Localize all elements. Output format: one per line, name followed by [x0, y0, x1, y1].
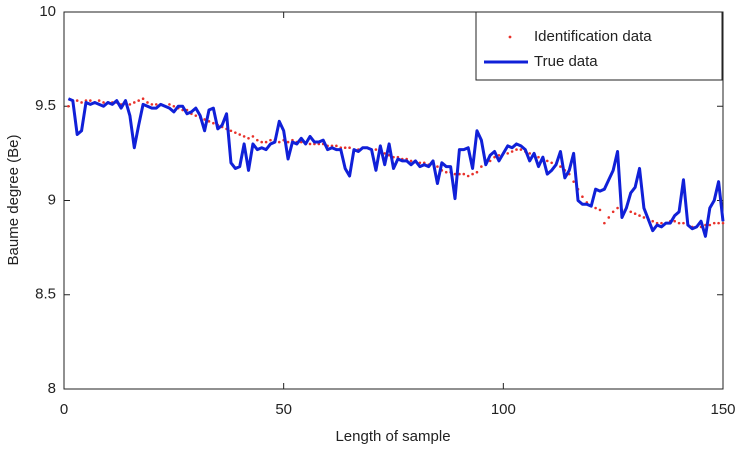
data-point — [80, 101, 83, 104]
x-tick-label: 150 — [710, 401, 735, 418]
data-point — [633, 212, 637, 215]
data-point — [374, 148, 378, 151]
x-tick-label: 100 — [491, 401, 516, 418]
data-point — [172, 104, 176, 108]
y-tick-label: 9 — [48, 191, 56, 208]
data-point — [673, 219, 676, 223]
y-tick-label: 9.5 — [35, 97, 56, 114]
data-point — [212, 121, 215, 125]
data-point — [717, 221, 720, 225]
data-point — [207, 120, 211, 123]
data-point — [515, 148, 518, 151]
data-point — [572, 180, 575, 183]
data-point — [242, 135, 246, 138]
data-point — [335, 144, 338, 148]
legend-label: True data — [534, 53, 598, 70]
data-point — [519, 148, 523, 151]
data-point — [409, 159, 413, 163]
data-point — [721, 221, 725, 225]
y-axis-label: Baume degree (Be) — [5, 135, 22, 266]
data-point — [537, 155, 540, 159]
y-tick-label: 8.5 — [35, 286, 56, 303]
data-point — [594, 206, 597, 210]
data-point — [708, 223, 712, 227]
data-line — [67, 97, 725, 238]
data-point — [436, 165, 439, 168]
data-point — [256, 138, 259, 142]
data-point — [510, 150, 514, 153]
data-point — [203, 118, 206, 121]
data-point — [146, 101, 149, 104]
data-point — [466, 174, 470, 178]
data-point — [141, 97, 145, 101]
data-point — [75, 99, 79, 102]
data-point — [607, 216, 611, 219]
data-point — [269, 138, 272, 142]
data-point — [528, 152, 531, 155]
x-tick-label: 50 — [275, 401, 292, 418]
data-point — [348, 146, 351, 150]
data-point — [642, 216, 646, 219]
data-point — [493, 155, 496, 159]
x-axis-label: Length of sample — [335, 428, 450, 445]
data-point — [497, 153, 501, 157]
y-tick-label: 10 — [39, 3, 56, 20]
data-point — [229, 129, 233, 133]
data-point — [343, 146, 347, 150]
data-point — [247, 136, 250, 140]
data-point — [559, 165, 562, 168]
data-point — [629, 210, 633, 214]
legend-label: Identification data — [534, 28, 652, 45]
data-point — [150, 103, 154, 106]
data-point — [132, 101, 136, 104]
data-point — [264, 140, 268, 144]
data-point — [488, 159, 492, 163]
data-point — [603, 221, 606, 225]
data-point — [154, 103, 158, 106]
data-point — [260, 140, 264, 144]
x-tick-label: 0 — [60, 401, 68, 418]
data-point — [97, 99, 101, 102]
data-point — [471, 172, 474, 176]
data-point — [277, 140, 281, 144]
data-point — [238, 133, 242, 136]
data-point — [638, 214, 641, 217]
legend-swatch — [508, 35, 512, 39]
data-point — [545, 159, 549, 163]
data-point — [550, 161, 553, 165]
data-point — [712, 221, 716, 225]
data-point — [480, 165, 483, 168]
data-point — [128, 103, 132, 106]
data-point — [462, 172, 466, 176]
data-point — [168, 103, 171, 106]
data-point — [194, 114, 198, 117]
data-point — [234, 131, 237, 134]
data-point — [598, 208, 602, 212]
data-point — [581, 195, 584, 199]
data-point — [444, 170, 448, 174]
data-point — [89, 99, 92, 102]
data-point — [475, 170, 479, 174]
y-tick-label: 8 — [48, 380, 56, 397]
data-point — [102, 101, 105, 104]
data-point — [660, 221, 663, 225]
data-point — [651, 219, 655, 223]
legend-box — [475, 11, 723, 81]
data-point — [286, 140, 290, 144]
data-point — [611, 210, 615, 214]
data-point — [383, 152, 387, 155]
data-point — [308, 142, 312, 146]
data-point — [506, 152, 510, 155]
data-point — [677, 221, 681, 225]
data-point — [137, 99, 140, 102]
data-point — [616, 206, 619, 210]
data-point — [682, 221, 685, 225]
data-point — [251, 135, 255, 138]
data-point — [67, 104, 70, 108]
